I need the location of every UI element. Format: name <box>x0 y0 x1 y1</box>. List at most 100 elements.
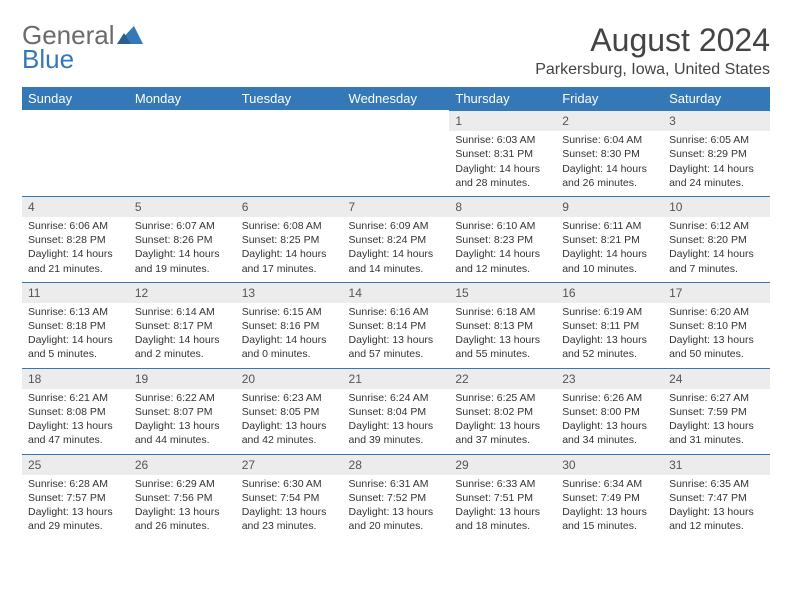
sunrise-line: Sunrise: 6:08 AM <box>242 219 337 233</box>
weekday-header: Sunday <box>22 87 129 110</box>
sunset-line: Sunset: 8:04 PM <box>349 405 444 419</box>
day-number: 21 <box>343 368 450 389</box>
sunset-line: Sunset: 8:26 PM <box>135 233 230 247</box>
day-details: Sunrise: 6:23 AMSunset: 8:05 PMDaylight:… <box>236 389 343 454</box>
day-number: 4 <box>22 196 129 217</box>
calendar-day-cell: 18Sunrise: 6:21 AMSunset: 8:08 PMDayligh… <box>22 368 129 454</box>
day-details: Sunrise: 6:04 AMSunset: 8:30 PMDaylight:… <box>556 131 663 196</box>
sunrise-line: Sunrise: 6:28 AM <box>28 477 123 491</box>
logo-text: General Blue <box>22 22 115 72</box>
calendar-day-cell: 2Sunrise: 6:04 AMSunset: 8:30 PMDaylight… <box>556 110 663 196</box>
sunrise-line: Sunrise: 6:24 AM <box>349 391 444 405</box>
daylight-line: Daylight: 13 hours and 12 minutes. <box>669 505 764 533</box>
calendar-day-cell: 29Sunrise: 6:33 AMSunset: 7:51 PMDayligh… <box>449 454 556 540</box>
sunrise-line: Sunrise: 6:07 AM <box>135 219 230 233</box>
calendar-day-cell: 20Sunrise: 6:23 AMSunset: 8:05 PMDayligh… <box>236 368 343 454</box>
daylight-line: Daylight: 13 hours and 52 minutes. <box>562 333 657 361</box>
day-number: 16 <box>556 282 663 303</box>
calendar-day-cell: 30Sunrise: 6:34 AMSunset: 7:49 PMDayligh… <box>556 454 663 540</box>
weekday-header: Thursday <box>449 87 556 110</box>
sunrise-line: Sunrise: 6:35 AM <box>669 477 764 491</box>
day-details: Sunrise: 6:34 AMSunset: 7:49 PMDaylight:… <box>556 475 663 540</box>
day-details: Sunrise: 6:25 AMSunset: 8:02 PMDaylight:… <box>449 389 556 454</box>
logo: General Blue <box>22 22 143 72</box>
sunset-line: Sunset: 7:54 PM <box>242 491 337 505</box>
daylight-line: Daylight: 14 hours and 14 minutes. <box>349 247 444 275</box>
day-number: 29 <box>449 454 556 475</box>
sunset-line: Sunset: 8:17 PM <box>135 319 230 333</box>
sunrise-line: Sunrise: 6:11 AM <box>562 219 657 233</box>
day-number: 9 <box>556 196 663 217</box>
sunrise-line: Sunrise: 6:09 AM <box>349 219 444 233</box>
sunrise-line: Sunrise: 6:25 AM <box>455 391 550 405</box>
day-number: 20 <box>236 368 343 389</box>
sunrise-line: Sunrise: 6:31 AM <box>349 477 444 491</box>
day-details: Sunrise: 6:13 AMSunset: 8:18 PMDaylight:… <box>22 303 129 368</box>
calendar-day-cell: 21Sunrise: 6:24 AMSunset: 8:04 PMDayligh… <box>343 368 450 454</box>
sunrise-line: Sunrise: 6:18 AM <box>455 305 550 319</box>
daylight-line: Daylight: 14 hours and 10 minutes. <box>562 247 657 275</box>
calendar-day-cell: 19Sunrise: 6:22 AMSunset: 8:07 PMDayligh… <box>129 368 236 454</box>
daylight-line: Daylight: 13 hours and 15 minutes. <box>562 505 657 533</box>
weekday-header: Tuesday <box>236 87 343 110</box>
day-number: 5 <box>129 196 236 217</box>
weekday-header: Friday <box>556 87 663 110</box>
sunset-line: Sunset: 8:14 PM <box>349 319 444 333</box>
day-details: Sunrise: 6:08 AMSunset: 8:25 PMDaylight:… <box>236 217 343 282</box>
day-details: Sunrise: 6:03 AMSunset: 8:31 PMDaylight:… <box>449 131 556 196</box>
day-details: Sunrise: 6:15 AMSunset: 8:16 PMDaylight:… <box>236 303 343 368</box>
day-details: Sunrise: 6:06 AMSunset: 8:28 PMDaylight:… <box>22 217 129 282</box>
daylight-line: Daylight: 13 hours and 29 minutes. <box>28 505 123 533</box>
day-number: 26 <box>129 454 236 475</box>
daylight-line: Daylight: 13 hours and 42 minutes. <box>242 419 337 447</box>
calendar-day-cell: 13Sunrise: 6:15 AMSunset: 8:16 PMDayligh… <box>236 282 343 368</box>
page-title: August 2024 <box>535 22 770 59</box>
calendar-week-row: 4Sunrise: 6:06 AMSunset: 8:28 PMDaylight… <box>22 196 770 282</box>
daylight-line: Daylight: 14 hours and 5 minutes. <box>28 333 123 361</box>
weekday-header: Saturday <box>663 87 770 110</box>
location-text: Parkersburg, Iowa, United States <box>535 61 770 79</box>
sunrise-line: Sunrise: 6:06 AM <box>28 219 123 233</box>
sunset-line: Sunset: 8:29 PM <box>669 147 764 161</box>
daylight-line: Daylight: 13 hours and 20 minutes. <box>349 505 444 533</box>
calendar-day-cell: 11Sunrise: 6:13 AMSunset: 8:18 PMDayligh… <box>22 282 129 368</box>
calendar-day-cell: 3Sunrise: 6:05 AMSunset: 8:29 PMDaylight… <box>663 110 770 196</box>
sunset-line: Sunset: 8:25 PM <box>242 233 337 247</box>
calendar-day-cell: 6Sunrise: 6:08 AMSunset: 8:25 PMDaylight… <box>236 196 343 282</box>
sunset-line: Sunset: 7:57 PM <box>28 491 123 505</box>
sunset-line: Sunset: 8:18 PM <box>28 319 123 333</box>
sunrise-line: Sunrise: 6:19 AM <box>562 305 657 319</box>
sunrise-line: Sunrise: 6:04 AM <box>562 133 657 147</box>
sunset-line: Sunset: 8:28 PM <box>28 233 123 247</box>
sunset-line: Sunset: 8:30 PM <box>562 147 657 161</box>
day-details: Sunrise: 6:11 AMSunset: 8:21 PMDaylight:… <box>556 217 663 282</box>
sunset-line: Sunset: 8:20 PM <box>669 233 764 247</box>
calendar-day-cell: 14Sunrise: 6:16 AMSunset: 8:14 PMDayligh… <box>343 282 450 368</box>
daylight-line: Daylight: 13 hours and 26 minutes. <box>135 505 230 533</box>
daylight-line: Daylight: 13 hours and 23 minutes. <box>242 505 337 533</box>
sunset-line: Sunset: 8:13 PM <box>455 319 550 333</box>
weekday-header: Wednesday <box>343 87 450 110</box>
calendar-day-cell: 15Sunrise: 6:18 AMSunset: 8:13 PMDayligh… <box>449 282 556 368</box>
calendar-day-cell: 1Sunrise: 6:03 AMSunset: 8:31 PMDaylight… <box>449 110 556 196</box>
title-block: August 2024 Parkersburg, Iowa, United St… <box>535 22 770 79</box>
day-number: 23 <box>556 368 663 389</box>
sunrise-line: Sunrise: 6:27 AM <box>669 391 764 405</box>
sunset-line: Sunset: 8:10 PM <box>669 319 764 333</box>
day-details: Sunrise: 6:07 AMSunset: 8:26 PMDaylight:… <box>129 217 236 282</box>
day-number: 8 <box>449 196 556 217</box>
sunrise-line: Sunrise: 6:13 AM <box>28 305 123 319</box>
daylight-line: Daylight: 13 hours and 55 minutes. <box>455 333 550 361</box>
sunset-line: Sunset: 8:08 PM <box>28 405 123 419</box>
calendar-day-cell: 17Sunrise: 6:20 AMSunset: 8:10 PMDayligh… <box>663 282 770 368</box>
daylight-line: Daylight: 13 hours and 31 minutes. <box>669 419 764 447</box>
calendar-day-cell: 31Sunrise: 6:35 AMSunset: 7:47 PMDayligh… <box>663 454 770 540</box>
day-number: 25 <box>22 454 129 475</box>
daylight-line: Daylight: 14 hours and 24 minutes. <box>669 162 764 190</box>
day-details: Sunrise: 6:16 AMSunset: 8:14 PMDaylight:… <box>343 303 450 368</box>
daylight-line: Daylight: 13 hours and 37 minutes. <box>455 419 550 447</box>
sunrise-line: Sunrise: 6:10 AM <box>455 219 550 233</box>
day-details: Sunrise: 6:14 AMSunset: 8:17 PMDaylight:… <box>129 303 236 368</box>
daylight-line: Daylight: 13 hours and 18 minutes. <box>455 505 550 533</box>
calendar-day-cell: 28Sunrise: 6:31 AMSunset: 7:52 PMDayligh… <box>343 454 450 540</box>
